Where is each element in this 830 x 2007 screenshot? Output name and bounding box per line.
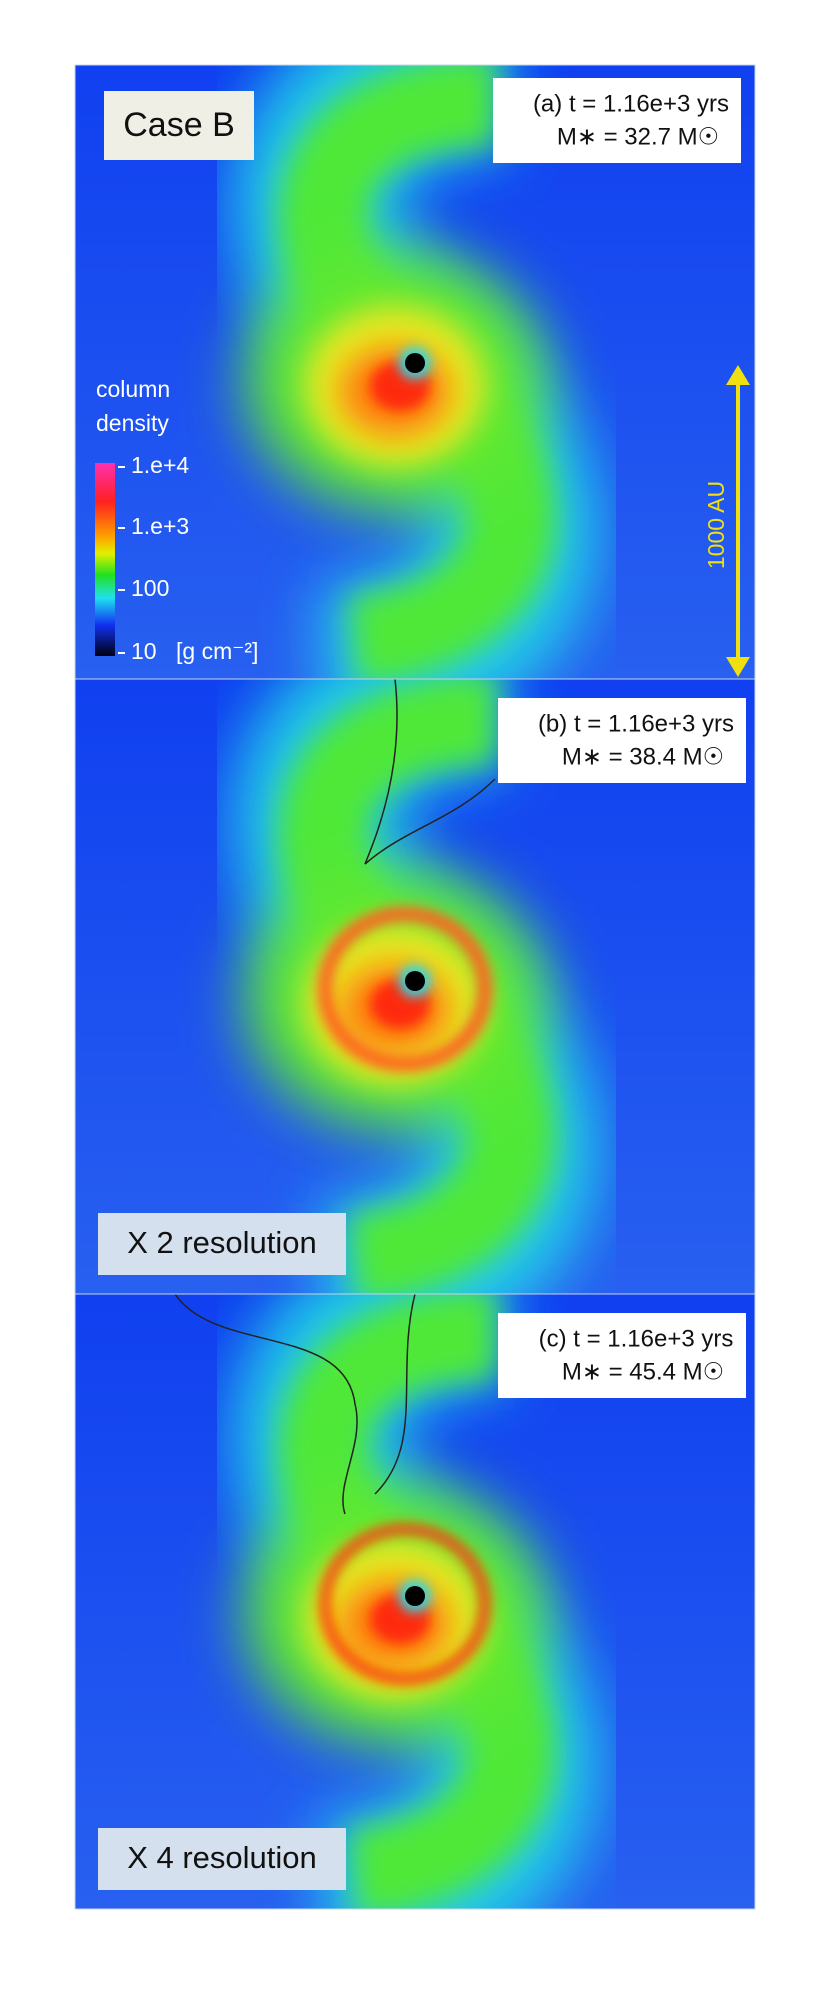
contour (174, 1294, 416, 1515)
contour (364, 679, 496, 865)
info-box (498, 698, 746, 783)
star (405, 971, 425, 991)
colorbar (95, 463, 115, 656)
info-box (493, 78, 741, 163)
colorbar-tick-label: 1.e+3 (131, 513, 189, 539)
colorbar-tick-label: 1.e+4 (131, 452, 189, 478)
panel-border (74, 1293, 756, 1910)
time-label: (c) t = 1.16e+3 yrs (539, 1325, 734, 1352)
panel: (c) t = 1.16e+3 yrs M∗ = 45.4 M☉ X 4 resol… (74, 1293, 756, 1910)
ring (318, 907, 492, 1071)
tag-box (98, 1828, 346, 1890)
panel: (b) t = 1.16e+3 yrs M∗ = 38.4 M☉ X 2 resol… (74, 678, 756, 1295)
density-map (75, 65, 755, 680)
tag-label: Case B (123, 106, 235, 144)
tag-label: X 2 resolution (127, 1225, 317, 1260)
ring (320, 1524, 490, 1684)
tag-box (98, 1213, 346, 1275)
scale-bar-label: 1000 AU (703, 481, 729, 569)
tag-label: X 4 resolution (127, 1840, 317, 1875)
colorbar-tick-label: 10 (131, 638, 157, 664)
star (405, 1586, 425, 1606)
density-map (75, 679, 755, 1294)
time-label: (a) t = 1.16e+3 yrs (533, 90, 729, 117)
mass-label: M∗ = 32.7 M☉ (557, 123, 719, 150)
tag-box (104, 91, 254, 160)
colorbar-title: column (96, 376, 170, 402)
panel: (a) t = 1.16e+3 yrs M∗ = 32.7 M☉ Case B col… (74, 64, 756, 681)
colorbar-unit: [g cm⁻²] (176, 638, 258, 664)
mass-label: M∗ = 45.4 M☉ (562, 1358, 724, 1385)
colorbar-title: density (96, 410, 169, 436)
mass-label: M∗ = 38.4 M☉ (562, 743, 724, 770)
info-box (498, 1313, 746, 1398)
time-label: (b) t = 1.16e+3 yrs (538, 710, 734, 737)
star (405, 353, 425, 373)
colorbar-tick-label: 100 (131, 575, 169, 601)
